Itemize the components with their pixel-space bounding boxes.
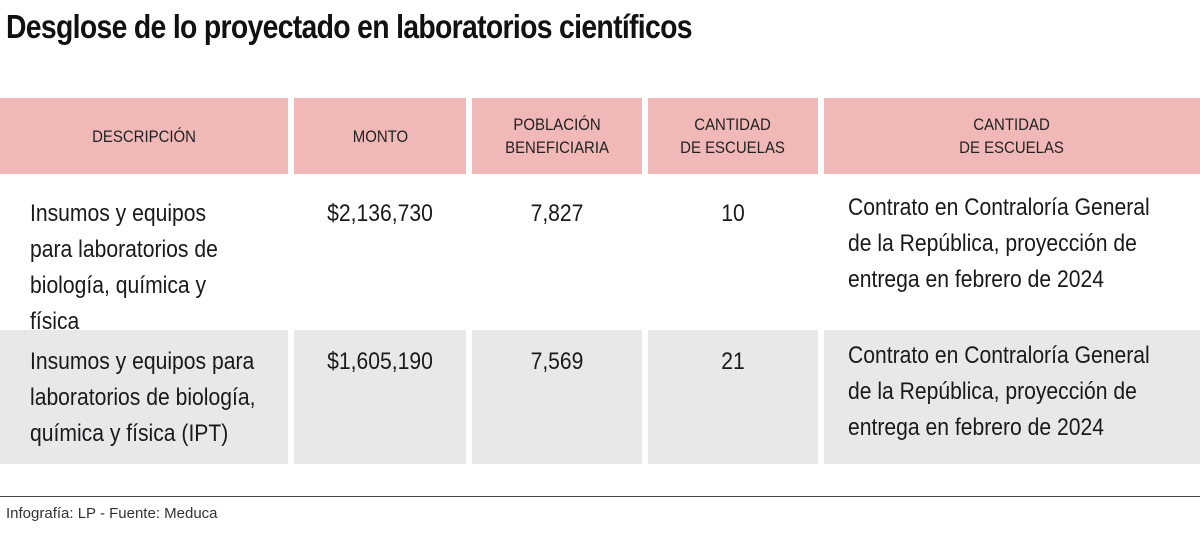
table-row: Insumos y equipos para laboratorios de b…	[0, 330, 1200, 464]
header-poblacion: POBLACIÓN BENEFICIARIA	[472, 98, 642, 174]
cell-estado: Contrato en Contraloría General de la Re…	[824, 330, 1200, 464]
table-header-row: DESCRIPCIÓN MONTO POBLACIÓN BENEFICIARIA…	[0, 98, 1200, 174]
cell-escuelas: 21	[648, 330, 818, 464]
cell-escuelas: 10	[648, 180, 818, 324]
header-monto: MONTO	[294, 98, 466, 174]
cell-monto: $1,605,190	[294, 330, 466, 464]
cell-estado: Contrato en Contraloría General de la Re…	[824, 180, 1200, 324]
source-credit: Infografía: LP - Fuente: Meduca	[6, 505, 218, 522]
header-descripcion: DESCRIPCIÓN	[0, 98, 288, 174]
cell-descripcion: Insumos y equipos para laboratorios de b…	[0, 330, 288, 464]
cell-poblacion: 7,827	[472, 180, 642, 324]
cell-monto: $2,136,730	[294, 180, 466, 324]
footer-divider	[0, 496, 1200, 497]
cell-descripcion: Insumos y equipos para laboratorios de b…	[0, 180, 288, 335]
cell-poblacion: 7,569	[472, 330, 642, 464]
table-row: Insumos y equipos para laboratorios de b…	[0, 180, 1200, 335]
header-estado: CANTIDAD DE ESCUELAS	[824, 98, 1200, 174]
header-cantidad-escuelas: CANTIDAD DE ESCUELAS	[648, 98, 818, 174]
page-title: Desglose de lo proyectado en laboratorio…	[6, 8, 693, 45]
